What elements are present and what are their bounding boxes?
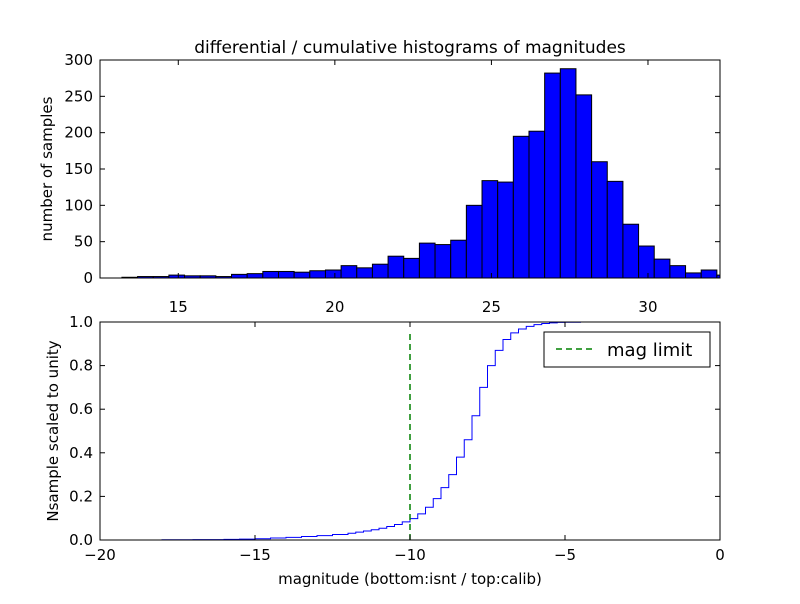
bottom-x-tick-label: −15 (239, 546, 271, 564)
bottom-x-tick-label: 0 (715, 546, 725, 564)
top-y-tick-label: 50 (74, 233, 93, 251)
top-x-tick-label: 25 (482, 298, 501, 316)
histogram-bar (638, 245, 655, 279)
histogram-bar (293, 271, 311, 279)
histogram-bar (309, 270, 326, 279)
histogram-bar (653, 258, 671, 279)
bottom-y-tick-label: 0.6 (69, 400, 93, 418)
histogram-bar (591, 161, 608, 279)
histogram-bar (528, 130, 546, 279)
histogram-bar (622, 223, 640, 279)
bottom-y-tick-label: 0.4 (69, 444, 93, 462)
histogram-bar (231, 273, 248, 279)
top-y-tick-label: 150 (64, 160, 93, 178)
histogram-bar (481, 180, 499, 279)
histogram-bar (324, 269, 342, 279)
histogram-bar (606, 180, 624, 279)
bottom-x-tick-label: −5 (554, 546, 576, 564)
bottom-axis-ticks: 0.0 0.2 0.4 0.6 0.8 1.0 −20 −15 −10 −5 0 (69, 313, 725, 564)
histogram-bar (575, 94, 593, 279)
histogram-bar (512, 135, 530, 279)
histogram-bar (700, 269, 718, 279)
top-y-tick-label: 100 (64, 196, 93, 214)
top-axis-ticks: 0 50 100 150 200 250 300 15 20 25 30 (64, 51, 720, 316)
histogram-bar (559, 68, 577, 279)
bottom-y-tick-label: 0.2 (69, 487, 93, 505)
histogram-bar (685, 272, 702, 279)
top-y-axis-label: number of samples (38, 96, 56, 241)
legend: mag limit (543, 331, 711, 368)
histogram-bar (387, 255, 405, 279)
histogram-bar (340, 265, 358, 279)
histogram-bar (669, 265, 687, 279)
histogram-bar (246, 273, 264, 279)
histogram-bar (544, 72, 561, 279)
top-y-tick-label: 300 (64, 51, 93, 69)
histogram-bar (465, 204, 483, 279)
bottom-y-tick-label: 0.0 (69, 531, 93, 549)
cumulative-step-line (100, 321, 721, 541)
bottom-y-axis-label: Nsample scaled to unity (44, 340, 62, 521)
histogram-bar (434, 244, 452, 279)
bottom-y-tick-label: 0.8 (69, 357, 93, 375)
top-y-tick-label: 200 (64, 124, 93, 142)
top-y-tick-label: 0 (83, 269, 93, 287)
histogram-bar (277, 270, 295, 279)
top-x-tick-label: 30 (638, 298, 657, 316)
top-y-tick-label: 250 (64, 87, 93, 105)
differential-histogram-panel: 0 50 100 150 200 250 300 15 20 25 30 number of sam… (38, 51, 721, 316)
cumulative-histogram-panel: 0.0 0.2 0.4 0.6 0.8 1.0 −20 −15 −10 −5 0 magnitude… (44, 313, 725, 588)
histogram-bar (403, 257, 420, 279)
bottom-x-axis-label: magnitude (bottom:isnt / top:calib) (278, 570, 542, 588)
bottom-x-tick-label: −20 (84, 546, 116, 564)
histogram-bar (262, 270, 279, 279)
top-x-tick-label: 15 (169, 298, 188, 316)
histogram-bar (356, 267, 373, 279)
histogram-bar (371, 263, 389, 279)
histogram-bar (450, 239, 467, 279)
bottom-x-tick-label: −10 (394, 546, 426, 564)
chart-title: differential / cumulative histograms of … (194, 38, 626, 58)
histogram-bar (497, 181, 514, 279)
legend-mag-limit-label: mag limit (607, 340, 692, 361)
top-x-tick-label: 20 (325, 298, 344, 316)
histogram-bars (121, 68, 721, 279)
histogram-bar (418, 242, 436, 279)
bottom-y-tick-label: 1.0 (69, 313, 93, 331)
